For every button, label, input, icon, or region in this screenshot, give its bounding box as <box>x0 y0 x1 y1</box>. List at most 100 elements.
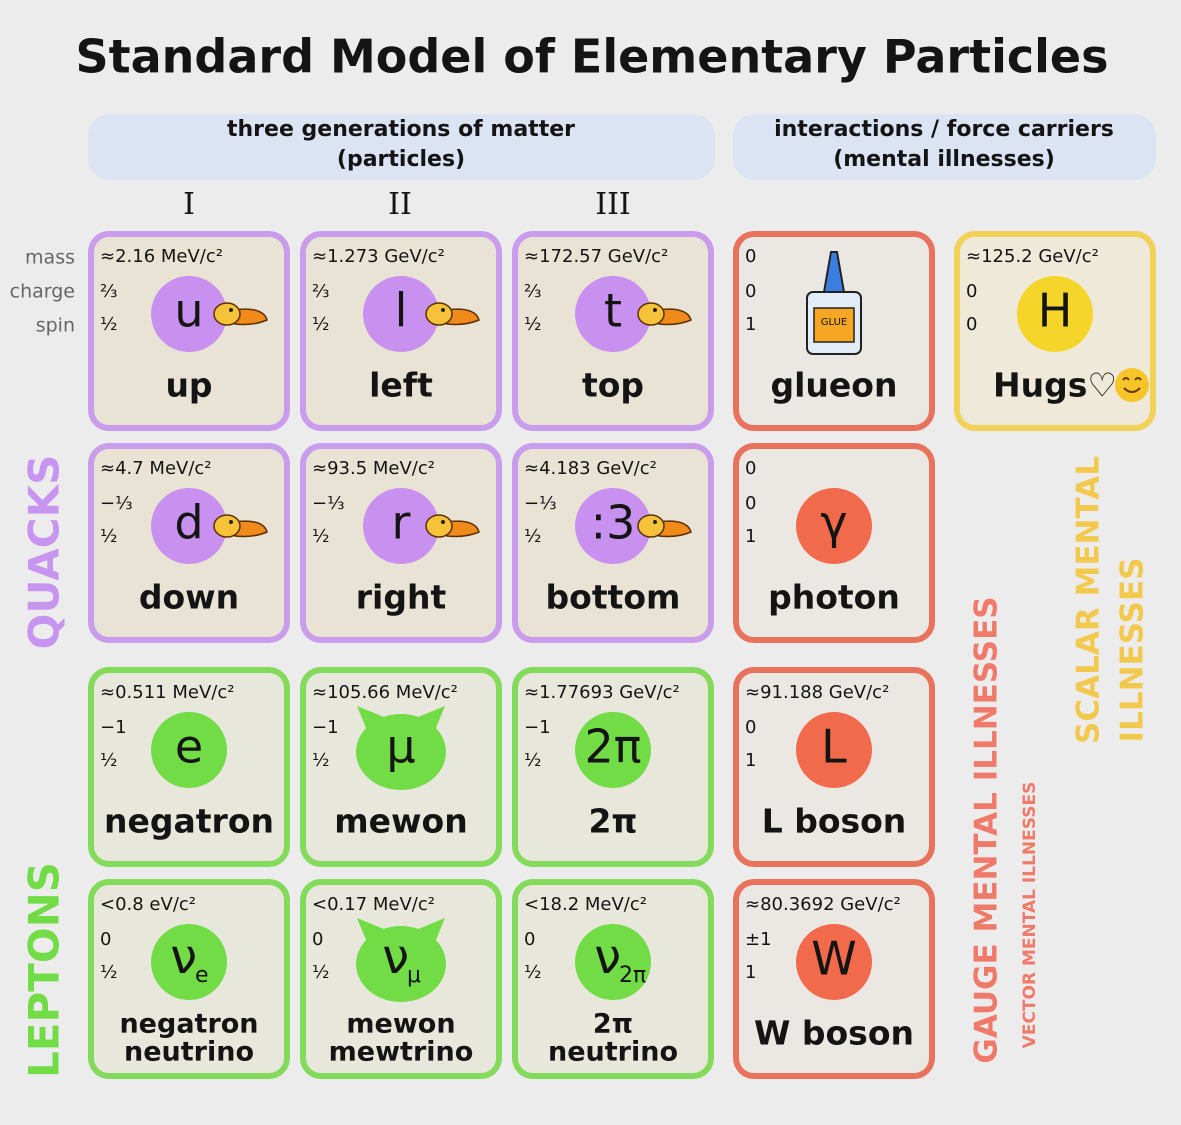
mass: <0.8 eV/c² <box>100 894 196 915</box>
mass: ≈4.183 GeV/c² <box>524 458 657 479</box>
spin: ½ <box>312 962 329 983</box>
particle-name: top <box>582 366 644 405</box>
duck-eye <box>441 308 445 312</box>
symbol: u <box>174 284 203 338</box>
hug-face <box>1115 368 1149 402</box>
particle-name: neutrino <box>124 1037 254 1068</box>
group-header <box>88 114 715 180</box>
duck-head <box>425 514 453 538</box>
particle-name: neutrino <box>548 1037 678 1068</box>
charge: 0 <box>100 929 111 950</box>
particle-name: mewtrino <box>329 1037 474 1068</box>
particle-name: photon <box>768 578 900 617</box>
charge: 0 <box>745 717 756 738</box>
group-subtitle: (mental illnesses) <box>833 147 1055 172</box>
charge: ±1 <box>745 929 772 950</box>
spin: ½ <box>524 526 541 547</box>
mass: ≈1.273 GeV/c² <box>312 246 445 267</box>
particle-name: mewon <box>346 1009 455 1040</box>
symbol-circle <box>796 712 872 788</box>
symbol: ν <box>170 929 197 985</box>
spin: ½ <box>100 526 117 547</box>
charge: ⅔ <box>524 281 541 302</box>
side-label: GAUGE MENTAL ILLNESSES <box>969 596 1005 1063</box>
duck-bill <box>232 520 268 538</box>
mass: ≈125.2 GeV/c² <box>966 246 1099 267</box>
charge: 0 <box>745 281 756 302</box>
symbol-subscript: e <box>195 963 209 988</box>
symbol-subscript: μ <box>407 963 421 988</box>
charge: −⅓ <box>100 493 133 514</box>
mass: <18.2 MeV/c² <box>524 894 647 915</box>
side-label: LEPTONS <box>20 862 69 1078</box>
symbol-circle <box>151 924 227 1000</box>
duck-eye <box>441 520 445 524</box>
glue-label: GLUE <box>821 317 847 328</box>
mass: <0.17 MeV/c² <box>312 894 435 915</box>
spin: ½ <box>100 962 117 983</box>
symbol: e <box>175 720 203 774</box>
particle-name: 2π <box>588 802 637 841</box>
hug-smile <box>1123 387 1141 393</box>
symbol: :3 <box>591 496 636 550</box>
symbol: L <box>821 720 847 774</box>
spin: 0 <box>966 314 977 335</box>
symbol-circle <box>575 276 651 352</box>
duck-bill <box>444 308 480 326</box>
particle-name: left <box>369 366 433 405</box>
mass: 0 <box>745 246 756 267</box>
spin: ½ <box>312 750 329 771</box>
symbol: r <box>392 496 411 550</box>
symbol: l <box>395 284 408 338</box>
spin: 1 <box>745 526 756 547</box>
side-label: SCALAR MENTAL <box>1071 456 1107 744</box>
symbol: W <box>811 932 856 986</box>
duck-bill <box>444 520 480 538</box>
duck-eye <box>229 520 233 524</box>
hug-eyes <box>1122 377 1142 381</box>
symbol: d <box>174 496 203 550</box>
charge: −⅓ <box>524 493 557 514</box>
duck-bill <box>656 520 692 538</box>
particle-name: L boson <box>762 802 907 841</box>
property-label: charge <box>10 281 75 303</box>
duck-eye <box>653 308 657 312</box>
duck-head <box>637 514 665 538</box>
charge: −1 <box>100 717 127 738</box>
particle-name: W boson <box>754 1014 914 1053</box>
symbol-circle <box>796 924 872 1000</box>
mass: ≈93.5 MeV/c² <box>312 458 435 479</box>
title: Standard Model of Elementary Particles <box>76 30 1109 84</box>
generation-label: I <box>183 187 195 222</box>
duck-head <box>637 302 665 326</box>
mass: 0 <box>745 458 756 479</box>
symbol-circle <box>796 488 872 564</box>
spin: ½ <box>312 314 329 335</box>
particle-name: negatron <box>104 802 274 841</box>
mass: ≈0.511 MeV/c² <box>100 682 234 703</box>
glue-label-bg <box>813 307 855 343</box>
duck-bill <box>232 308 268 326</box>
charge: −1 <box>312 717 339 738</box>
spin: ½ <box>100 314 117 335</box>
group-title: interactions / force carriers <box>774 117 1114 142</box>
symbol: γ <box>820 496 847 550</box>
duck-head <box>213 302 241 326</box>
particle-name: Hugs♡ <box>993 366 1117 405</box>
symbol: t <box>604 284 622 338</box>
spin: 1 <box>745 962 756 983</box>
symbol-circle <box>575 712 651 788</box>
group-header <box>733 114 1156 180</box>
symbol-circle <box>151 488 227 564</box>
duck-eye <box>229 308 233 312</box>
particle-name: mewon <box>334 802 467 841</box>
symbol-circle <box>356 926 446 1002</box>
duck-head <box>425 302 453 326</box>
spin: ½ <box>524 314 541 335</box>
charge: ⅔ <box>312 281 329 302</box>
symbol-circle <box>575 488 651 564</box>
spin: 1 <box>745 750 756 771</box>
spin: ½ <box>524 750 541 771</box>
